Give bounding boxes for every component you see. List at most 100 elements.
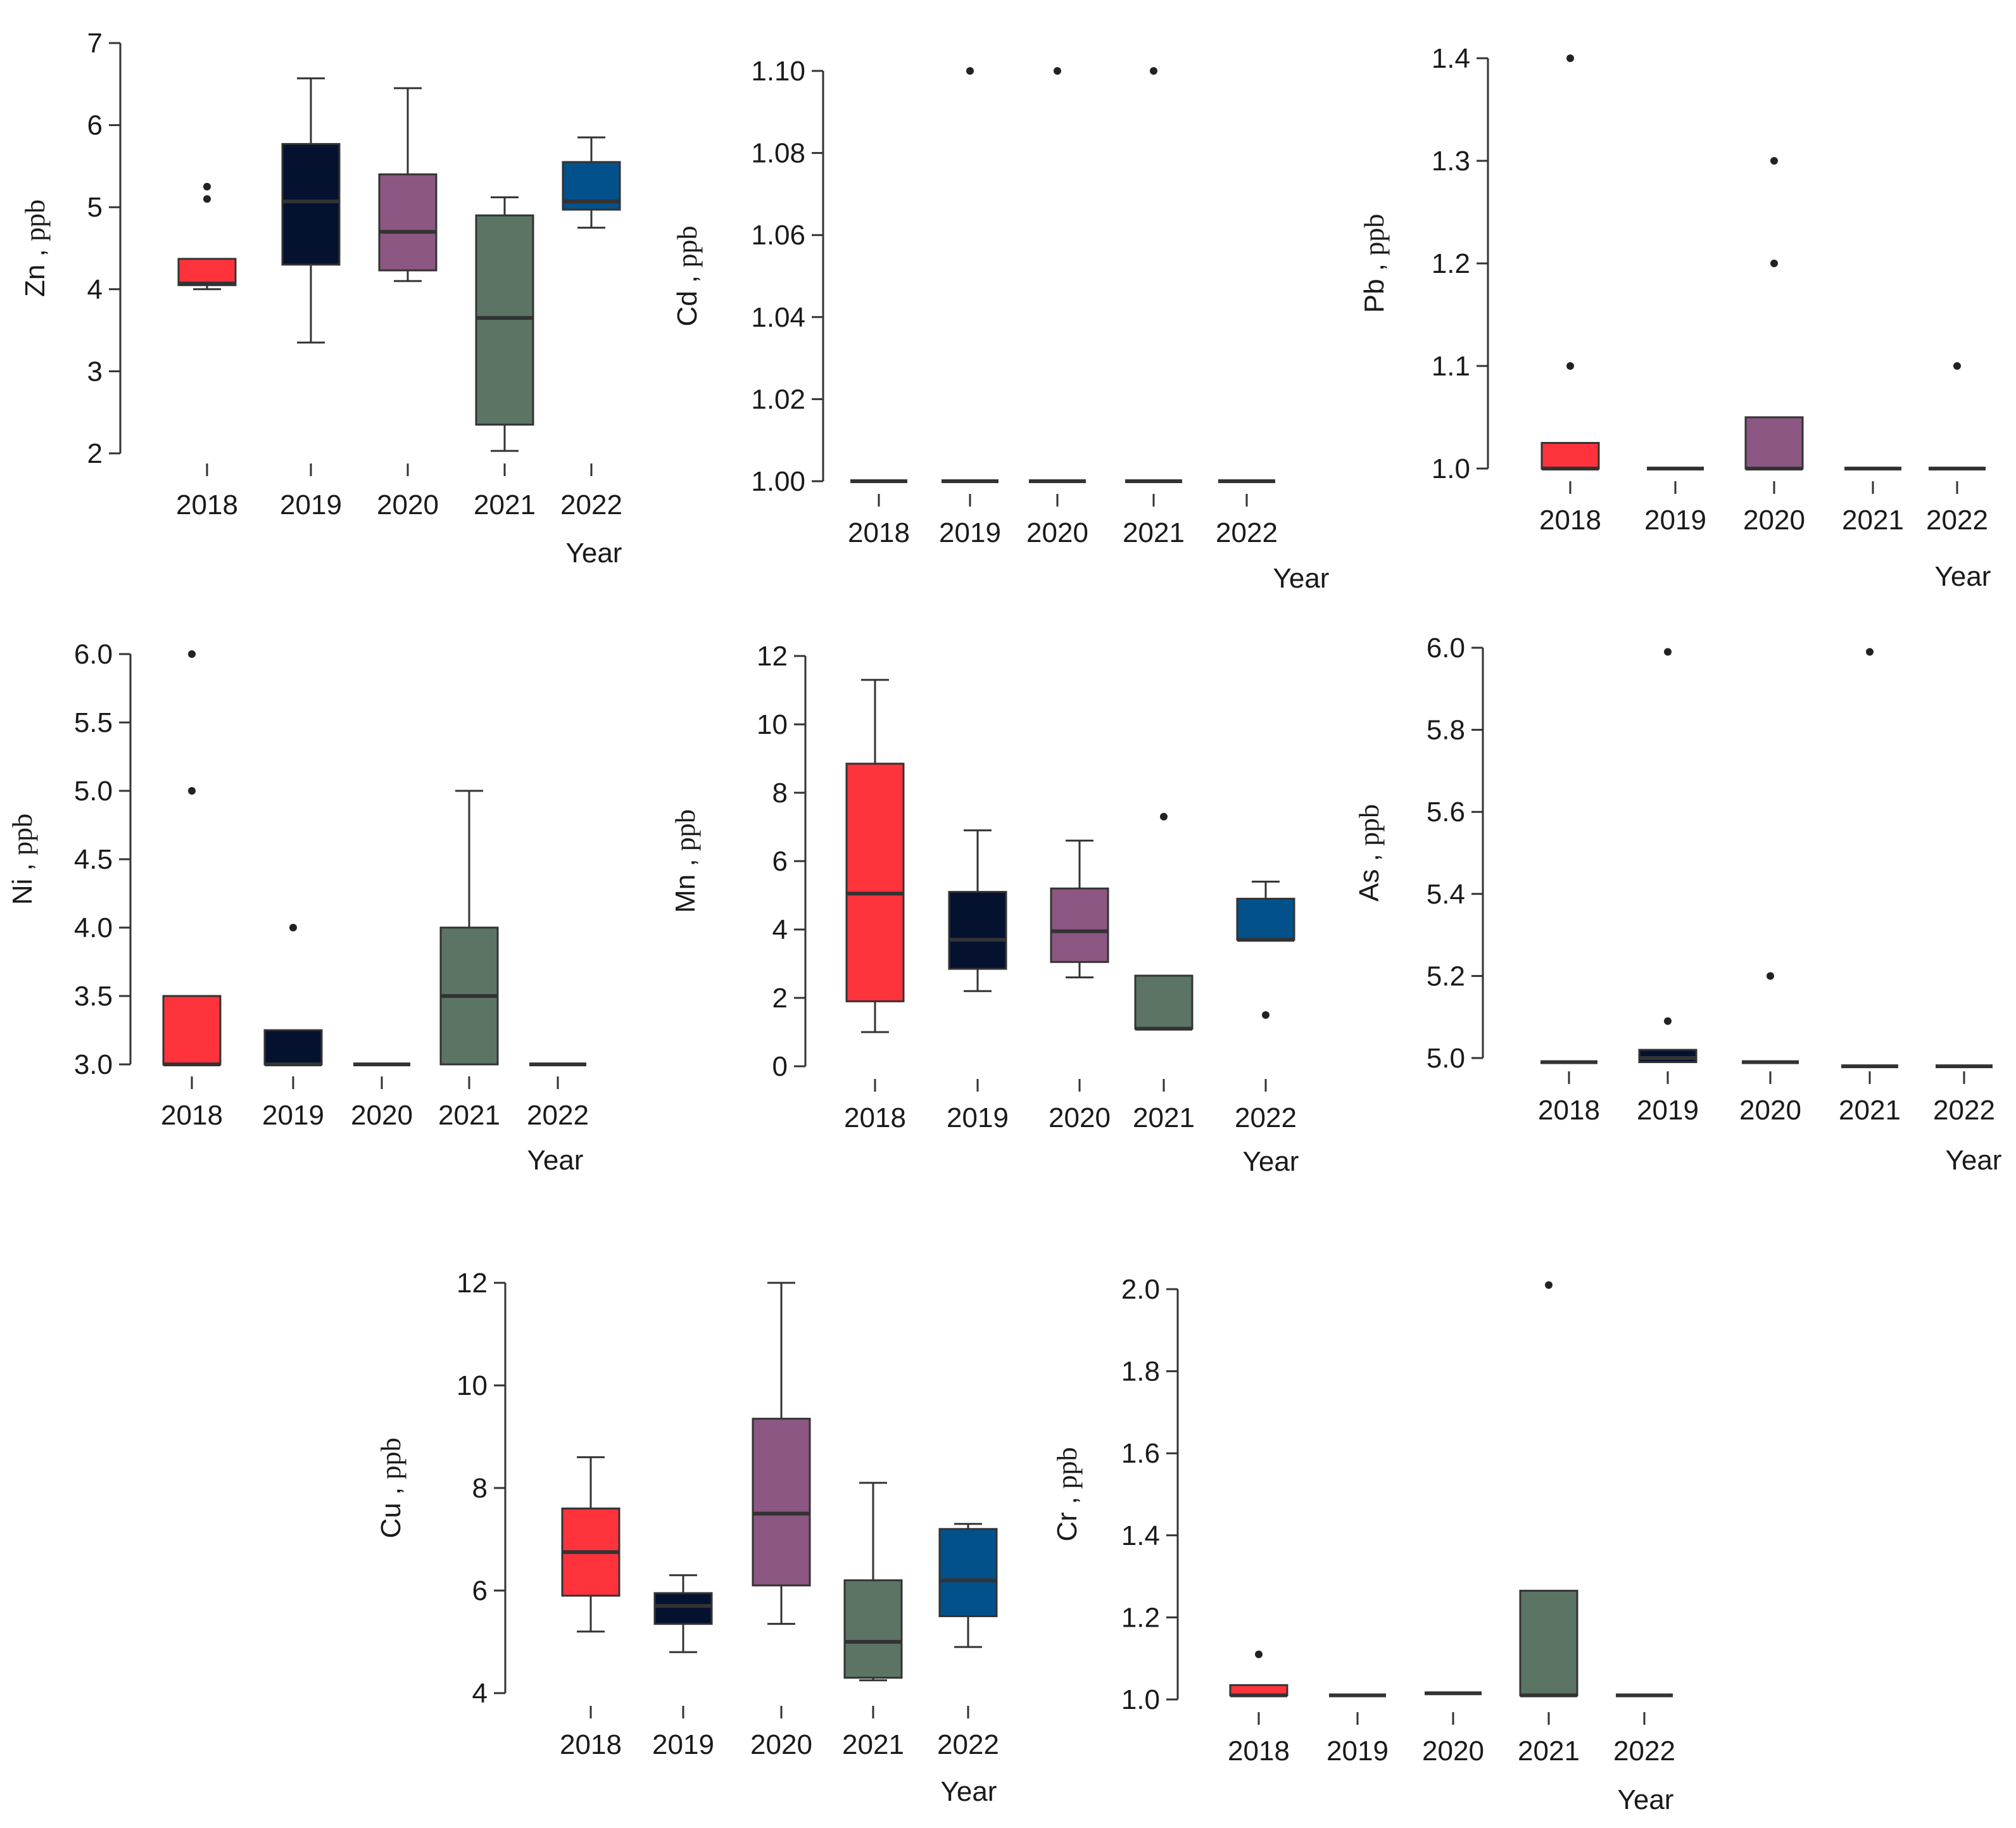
x-tick-label: 2020 xyxy=(1049,1102,1111,1133)
outlier-point xyxy=(1770,260,1778,267)
x-tick-label: 2018 xyxy=(176,489,238,520)
y-axis-title-unit: ppb xyxy=(1052,1447,1083,1489)
box-2020 xyxy=(1744,157,1804,470)
x-tick-label: 2022 xyxy=(527,1100,589,1131)
box-body xyxy=(177,258,237,286)
y-tick-label: 3.0 xyxy=(74,1049,113,1080)
box-2020 xyxy=(752,1282,811,1625)
y-tick-label: 5.0 xyxy=(1427,1043,1465,1074)
y-tick-label: 4 xyxy=(472,1678,488,1709)
y-axis-title-unit: ppb xyxy=(375,1438,406,1480)
y-axis-title: Cr , ppb xyxy=(1052,1447,1083,1541)
panel-as: 5.0 5.2 5.4 5.6 5.8 6.0 As , ppb 2018 2019 2020 20… xyxy=(1354,633,2001,1176)
x-tick-label: 2019 xyxy=(262,1100,324,1131)
box-2021 xyxy=(843,1482,903,1682)
y-tick-label: 1.08 xyxy=(751,138,805,169)
box-2020 xyxy=(1742,972,1799,1064)
box-body xyxy=(263,1029,323,1066)
y-tick-label: 8 xyxy=(772,778,788,809)
x-tick-label: 2022 xyxy=(1235,1102,1297,1133)
y-tick-label: 12 xyxy=(457,1268,488,1299)
x-axis-title: Year xyxy=(941,1776,997,1807)
y-tick-label: 2 xyxy=(87,438,103,469)
box-body xyxy=(475,214,534,426)
box-2018 xyxy=(1540,54,1600,470)
y-axis-title: Cd , ppb xyxy=(672,226,703,327)
y-tick-label: 4 xyxy=(87,274,103,305)
y-tick-label: 5.8 xyxy=(1427,715,1465,746)
x-tick-label: 2021 xyxy=(1839,1095,1901,1126)
y-axis-title: Zn , ppb xyxy=(20,199,51,297)
y-axis-title: Cu , ppb xyxy=(375,1438,406,1539)
y-tick-label: 5.4 xyxy=(1427,879,1465,910)
y-tick-label: 1.04 xyxy=(751,302,805,333)
box-body xyxy=(162,995,222,1066)
x-axis-title: Year xyxy=(1618,1784,1674,1815)
y-tick-label: 1.06 xyxy=(751,220,805,251)
y-axis-title-unit: ppb xyxy=(1359,214,1390,256)
y-tick-label: 4.5 xyxy=(74,844,113,875)
x-tick-label: 2018 xyxy=(161,1100,223,1131)
x-tick-label: 2018 xyxy=(1228,1736,1290,1767)
panel-cd: 1.00 1.02 1.04 1.06 1.08 1.10 Cd , ppb 2018 2019… xyxy=(672,56,1329,594)
box-2021 xyxy=(439,790,499,1066)
box-2019 xyxy=(1638,648,1698,1063)
y-tick-label: 1.8 xyxy=(1121,1356,1160,1387)
y-tick-label: 3.5 xyxy=(74,981,113,1012)
y-tick-label: 1.2 xyxy=(1432,248,1470,279)
x-tick-label: 2019 xyxy=(1644,505,1706,536)
panel-zn: 2 3 4 5 6 7 Zn , ppb 2018 2019 2020 2021 2022 Year xyxy=(20,28,622,569)
y-axis-title-element: Ni , xyxy=(7,855,38,905)
y-axis-title-unit: ppb xyxy=(672,226,703,268)
x-tick-label: 2018 xyxy=(848,517,910,548)
y-tick-label: 1.02 xyxy=(751,384,805,415)
y-tick-label: 1.4 xyxy=(1432,43,1470,74)
box-2020 xyxy=(378,87,438,282)
y-axis-title-element: Cr , xyxy=(1052,1489,1083,1541)
outlier-point xyxy=(203,195,211,203)
box-2019 xyxy=(281,77,341,344)
box-2019 xyxy=(263,924,323,1066)
x-axis-title: Year xyxy=(1935,561,1991,592)
y-tick-label: 1.3 xyxy=(1432,146,1470,177)
box-2022 xyxy=(1236,880,1295,1019)
y-tick-label: 6 xyxy=(87,110,103,141)
box-2018 xyxy=(177,182,237,291)
x-tick-label: 2020 xyxy=(1739,1095,1801,1126)
box-2021 xyxy=(1841,648,1898,1068)
x-tick-label: 2020 xyxy=(1026,517,1088,548)
y-tick-label: 4 xyxy=(772,914,788,945)
box-body xyxy=(845,762,905,1002)
outlier-point xyxy=(1770,157,1778,165)
y-tick-label: 6.0 xyxy=(74,639,113,670)
box-body xyxy=(1236,897,1295,941)
box-2021 xyxy=(1125,67,1182,483)
outlier-point xyxy=(1953,362,1961,370)
outlier-point xyxy=(1150,67,1157,75)
outlier-point xyxy=(188,650,196,658)
x-tick-label: 2020 xyxy=(1422,1736,1484,1767)
box-body xyxy=(1744,416,1804,470)
box-body xyxy=(938,1528,998,1618)
x-tick-label: 2021 xyxy=(1123,517,1185,548)
box-body xyxy=(948,891,1007,970)
box-2019 xyxy=(942,67,999,483)
y-tick-label: 2 xyxy=(772,983,788,1014)
x-tick-label: 2022 xyxy=(560,489,622,520)
box-body xyxy=(843,1579,903,1679)
outlier-point xyxy=(1262,1011,1269,1019)
y-tick-label: 5.5 xyxy=(74,707,113,738)
y-tick-label: 1.1 xyxy=(1432,351,1470,382)
x-axis-title: Year xyxy=(527,1145,584,1176)
x-axis-title: Year xyxy=(1273,563,1330,594)
box-2018 xyxy=(561,1456,621,1633)
outlier-point xyxy=(1664,1017,1672,1025)
y-tick-label: 8 xyxy=(472,1473,488,1504)
y-tick-label: 12 xyxy=(757,641,788,672)
x-tick-label: 2019 xyxy=(280,489,342,520)
outlier-point xyxy=(289,924,297,931)
y-tick-label: 0 xyxy=(772,1051,788,1082)
box-body xyxy=(378,173,438,272)
box-2021 xyxy=(475,196,534,452)
outlier-point xyxy=(1566,362,1574,370)
